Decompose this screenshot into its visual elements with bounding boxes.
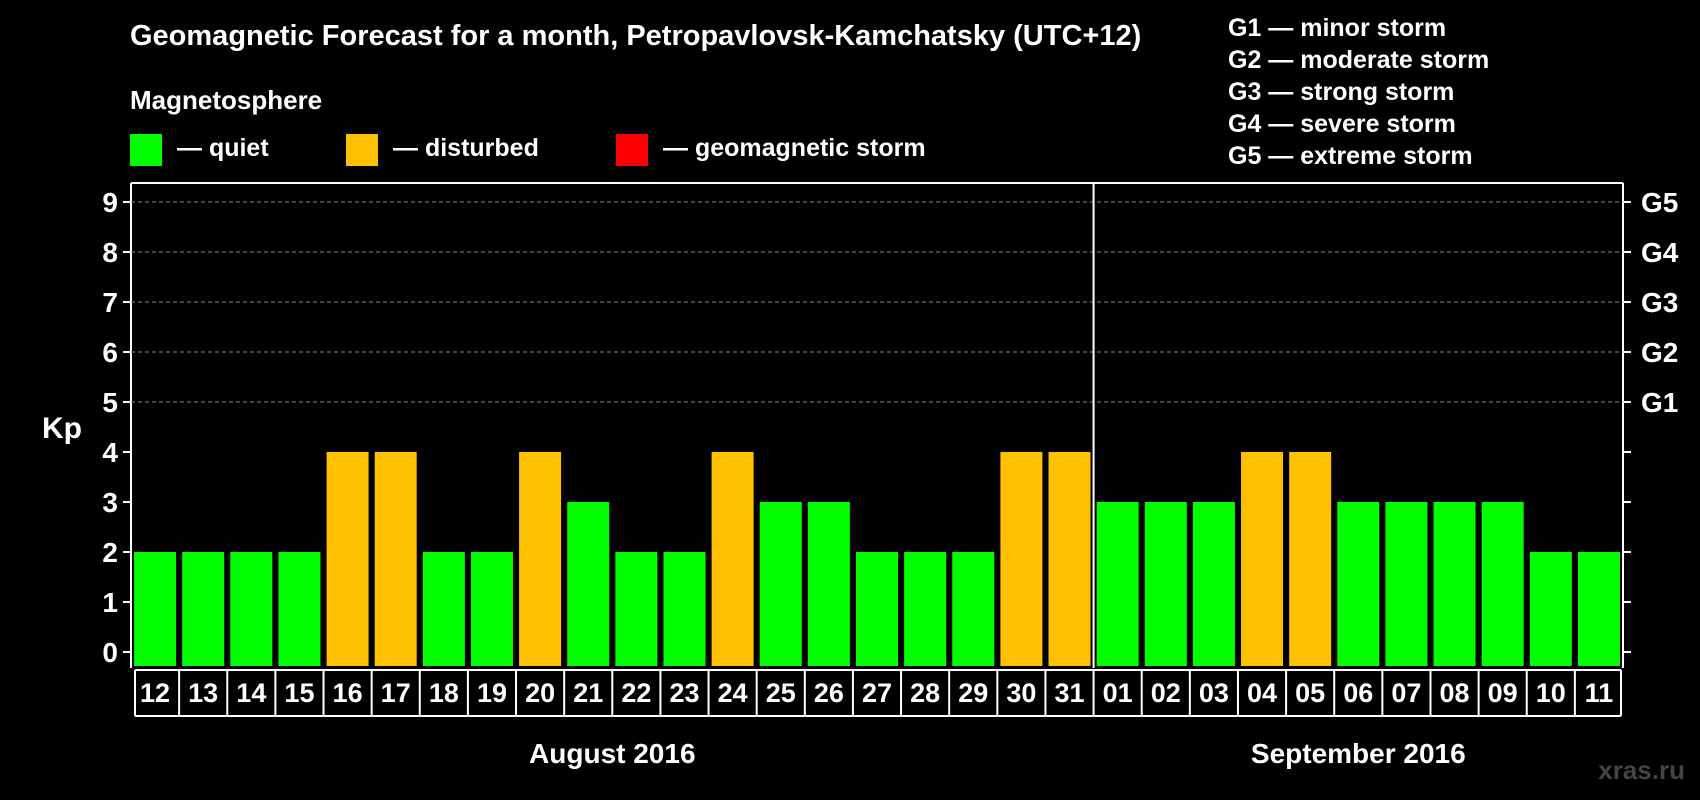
bar-day-29 bbox=[952, 552, 995, 666]
bar-day-14 bbox=[230, 552, 273, 666]
date-label-23: 23 bbox=[669, 678, 699, 708]
storm-level-label: G2 bbox=[1641, 337, 1678, 368]
date-label-31: 31 bbox=[1054, 678, 1084, 708]
bar-day-21 bbox=[567, 502, 610, 666]
date-label-03: 03 bbox=[1199, 678, 1229, 708]
bar-day-03 bbox=[1192, 502, 1235, 666]
bar-day-31 bbox=[1048, 452, 1091, 666]
storm-legend-g5: G5 — extreme storm bbox=[1228, 142, 1473, 170]
y-tick-label: 8 bbox=[102, 237, 118, 268]
storm-legend-g4: G4 — severe storm bbox=[1228, 110, 1456, 138]
date-label-28: 28 bbox=[910, 678, 940, 708]
bar-day-01 bbox=[1096, 502, 1139, 666]
y-tick-label: 3 bbox=[102, 487, 118, 518]
bar-day-09 bbox=[1481, 502, 1524, 666]
watermark: xras.ru bbox=[1598, 755, 1685, 785]
storm-level-label: G3 bbox=[1641, 287, 1678, 318]
date-label-29: 29 bbox=[958, 678, 988, 708]
date-label-08: 08 bbox=[1440, 678, 1470, 708]
bar-day-19 bbox=[470, 552, 513, 666]
month-label: August 2016 bbox=[529, 738, 696, 769]
date-label-06: 06 bbox=[1343, 678, 1373, 708]
legend-label-disturbed: — disturbed bbox=[393, 134, 539, 162]
bar-day-06 bbox=[1337, 502, 1380, 666]
bar-day-16 bbox=[326, 452, 369, 666]
date-label-16: 16 bbox=[333, 678, 363, 708]
storm-legend-g2: G2 — moderate storm bbox=[1228, 46, 1490, 74]
bar-day-24 bbox=[711, 452, 754, 666]
bar-day-30 bbox=[1000, 452, 1043, 666]
bar-day-18 bbox=[422, 552, 465, 666]
bar-day-26 bbox=[807, 502, 850, 666]
bar-day-27 bbox=[856, 552, 898, 666]
legend-swatch-disturbed bbox=[346, 134, 378, 166]
storm-legend-g1: G1 — minor storm bbox=[1228, 14, 1447, 42]
date-label-09: 09 bbox=[1488, 678, 1518, 708]
storm-level-label: G1 bbox=[1641, 387, 1678, 418]
date-label-04: 04 bbox=[1247, 678, 1277, 708]
date-label-05: 05 bbox=[1295, 678, 1325, 708]
date-label-24: 24 bbox=[718, 678, 748, 708]
date-label-07: 07 bbox=[1391, 678, 1421, 708]
storm-level-label: G4 bbox=[1641, 237, 1679, 268]
bar-day-15 bbox=[278, 552, 321, 666]
bar-day-25 bbox=[759, 502, 802, 666]
chart-title: Geomagnetic Forecast for a month, Petrop… bbox=[130, 20, 1142, 52]
date-label-11: 11 bbox=[1585, 678, 1614, 708]
date-label-20: 20 bbox=[525, 678, 555, 708]
y-tick-label: 7 bbox=[102, 287, 118, 318]
date-label-13: 13 bbox=[188, 678, 218, 708]
date-label-18: 18 bbox=[429, 678, 459, 708]
y-tick-label: 9 bbox=[102, 187, 118, 218]
date-label-26: 26 bbox=[814, 678, 844, 708]
bar-day-10 bbox=[1529, 552, 1572, 666]
bar-day-13 bbox=[182, 552, 225, 666]
date-label-12: 12 bbox=[140, 678, 170, 708]
bar-day-23 bbox=[663, 552, 706, 666]
legend-label-storm: — geomagnetic storm bbox=[663, 134, 926, 162]
bar-day-20 bbox=[519, 452, 562, 666]
y-tick-label: 2 bbox=[102, 537, 118, 568]
date-label-14: 14 bbox=[236, 678, 266, 708]
y-tick-label: 6 bbox=[102, 337, 118, 368]
bar-day-11 bbox=[1577, 552, 1620, 666]
storm-legend-g3: G3 — strong storm bbox=[1228, 78, 1455, 106]
y-tick-label: 5 bbox=[102, 387, 118, 418]
date-label-15: 15 bbox=[284, 678, 314, 708]
date-label-27: 27 bbox=[862, 678, 892, 708]
storm-level-label: G5 bbox=[1641, 187, 1678, 218]
bar-day-12 bbox=[134, 552, 177, 666]
date-label-10: 10 bbox=[1536, 678, 1566, 708]
y-axis-title: Kp bbox=[42, 412, 82, 445]
date-label-21: 21 bbox=[573, 678, 603, 708]
bar-day-02 bbox=[1144, 502, 1187, 666]
y-tick-label: 4 bbox=[102, 437, 118, 468]
y-tick-label: 1 bbox=[102, 587, 118, 618]
date-label-25: 25 bbox=[766, 678, 796, 708]
legend-label-quiet: — quiet bbox=[177, 134, 269, 162]
bar-day-04 bbox=[1241, 452, 1284, 666]
date-label-17: 17 bbox=[381, 678, 411, 708]
y-tick-label: 0 bbox=[102, 637, 118, 668]
bar-day-28 bbox=[904, 552, 947, 666]
month-label: September 2016 bbox=[1251, 738, 1466, 769]
date-label-30: 30 bbox=[1006, 678, 1036, 708]
bar-day-17 bbox=[374, 452, 417, 666]
bar-day-22 bbox=[615, 552, 658, 666]
date-label-01: 01 bbox=[1103, 678, 1133, 708]
legend-swatch-quiet bbox=[130, 134, 162, 166]
legend-swatch-storm bbox=[616, 134, 648, 166]
date-label-19: 19 bbox=[477, 678, 507, 708]
bar-day-07 bbox=[1385, 502, 1428, 666]
bar-day-08 bbox=[1433, 502, 1476, 666]
bar-day-05 bbox=[1289, 452, 1332, 666]
date-label-22: 22 bbox=[621, 678, 651, 708]
date-label-02: 02 bbox=[1151, 678, 1181, 708]
legend-title: Magnetosphere bbox=[130, 85, 323, 115]
